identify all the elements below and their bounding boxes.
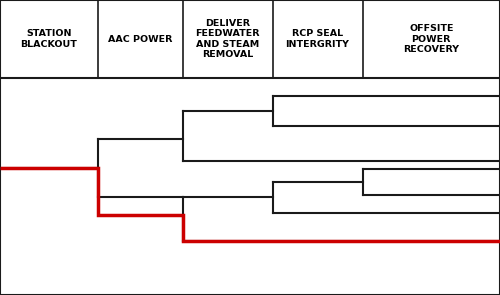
Text: STATION
BLACKOUT: STATION BLACKOUT	[20, 30, 77, 49]
Text: DELIVER
FEEDWATER
AND STEAM
REMOVAL: DELIVER FEEDWATER AND STEAM REMOVAL	[195, 19, 260, 59]
Text: AAC POWER: AAC POWER	[108, 35, 172, 44]
Text: RCP SEAL
INTERGRITY: RCP SEAL INTERGRITY	[286, 30, 350, 49]
Text: OFFSITE
POWER
RECOVERY: OFFSITE POWER RECOVERY	[403, 24, 459, 54]
